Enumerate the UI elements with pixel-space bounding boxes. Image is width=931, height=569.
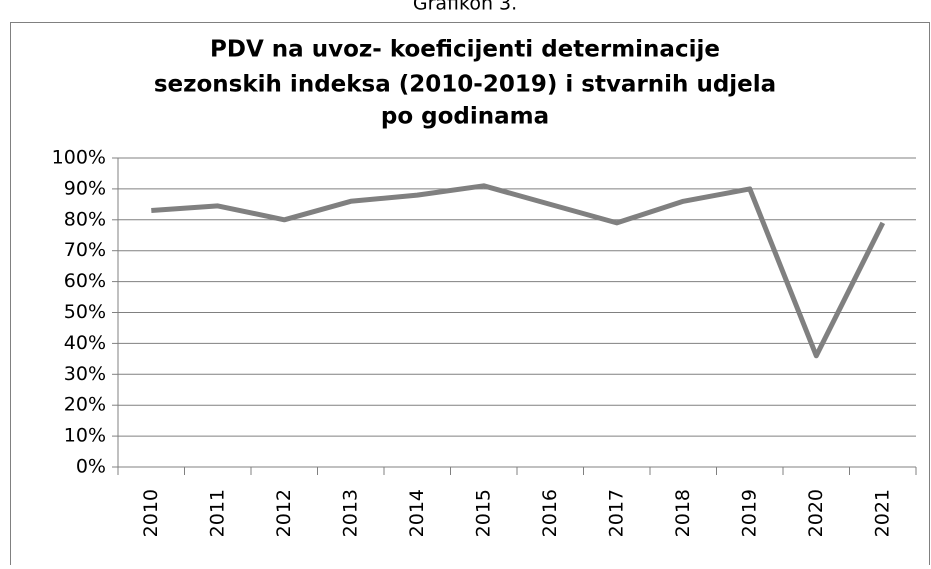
chart-title: po godinama <box>381 104 549 130</box>
y-tick-label: 20% <box>64 394 106 416</box>
x-tick-label: 2014 <box>406 489 428 537</box>
chart-title: PDV na uvoz- koeficijenti determinacije <box>210 37 720 63</box>
y-tick-label: 40% <box>64 332 106 354</box>
x-tick-label: 2015 <box>472 489 494 537</box>
y-tick-label: 0% <box>76 456 106 478</box>
y-tick-label: 30% <box>64 363 106 385</box>
caption: Grafikon 3. <box>413 0 517 15</box>
y-tick-label: 90% <box>64 177 106 199</box>
x-tick-label: 2012 <box>273 489 295 537</box>
x-tick-label: 2021 <box>871 489 893 537</box>
y-tick-label: 80% <box>64 208 106 230</box>
x-tick-label: 2010 <box>140 489 162 537</box>
x-tick-label: 2020 <box>805 489 827 537</box>
y-tick-label: 100% <box>52 147 106 169</box>
y-tick-label: 10% <box>64 425 106 447</box>
y-tick-label: 60% <box>64 270 106 292</box>
y-tick-label: 70% <box>64 239 106 261</box>
chart-border <box>10 22 930 569</box>
x-tick-label: 2013 <box>339 489 361 537</box>
x-tick-label: 2016 <box>539 489 561 537</box>
chart-title: sezonskih indeksa (2010-2019) i stvarnih… <box>154 72 776 98</box>
data-line <box>151 183 886 359</box>
x-tick-label: 2019 <box>738 489 760 537</box>
y-tick-label: 50% <box>64 301 106 323</box>
x-tick-label: 2017 <box>605 489 627 537</box>
x-tick-label: 2011 <box>206 489 228 537</box>
x-tick-label: 2018 <box>672 489 694 537</box>
